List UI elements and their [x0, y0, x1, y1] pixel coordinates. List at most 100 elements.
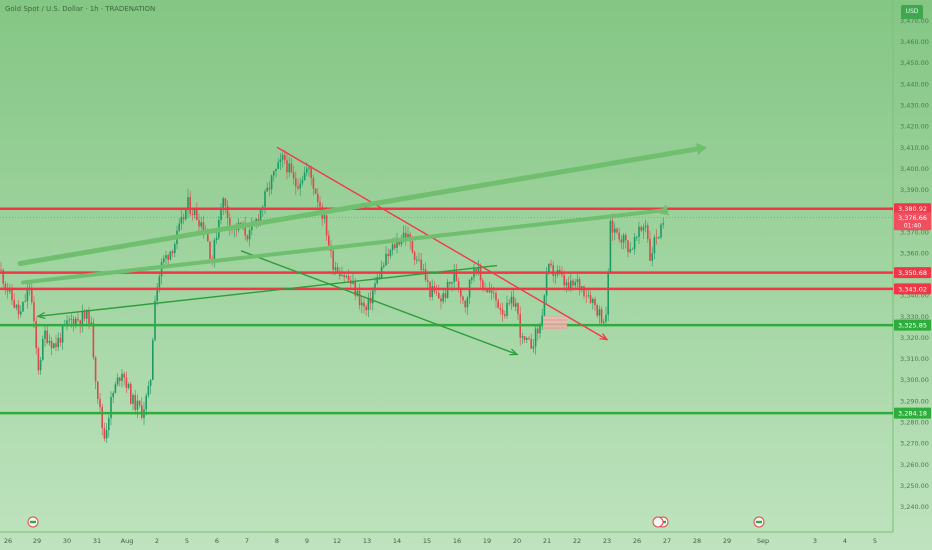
candle-body: [427, 280, 429, 282]
candle-body: [229, 217, 231, 228]
candle-body: [226, 206, 229, 218]
candle-body: [387, 253, 389, 257]
candle-body: [0, 269, 2, 271]
candle-body: [15, 304, 18, 308]
trendline-arrowhead: [599, 333, 609, 341]
candle-body: [55, 343, 57, 348]
price-tick-label: 3,450.00: [900, 59, 929, 67]
current-price-tag: [894, 212, 931, 231]
candle-body: [193, 209, 196, 216]
candle-body: [396, 240, 398, 248]
event-markers-layer: [27, 516, 765, 528]
candle-body: [647, 225, 649, 239]
trendline-arrowhead: [36, 312, 46, 320]
descending-channel-lower-line[interactable]: [240, 250, 518, 356]
candle-body: [141, 405, 143, 418]
candle-body: [158, 276, 161, 288]
candle-body: [147, 386, 150, 396]
candle-body: [497, 300, 499, 308]
candle-body: [589, 295, 592, 303]
candle-body: [431, 286, 433, 297]
projection-arrow-shaft[interactable]: [17, 146, 700, 266]
price-tick-label: 3,280.00: [900, 419, 929, 427]
candle-body: [347, 276, 350, 281]
candle-body: [136, 400, 139, 410]
candle-body: [508, 302, 510, 304]
candle-body: [605, 314, 607, 322]
candle-body: [121, 373, 123, 381]
flag-icon[interactable]: [652, 516, 664, 528]
candle-body: [110, 397, 112, 419]
candle-body: [512, 296, 515, 307]
candle-body: [332, 250, 334, 270]
candle-body: [266, 187, 268, 192]
candle-body: [530, 339, 532, 349]
candle-body: [299, 183, 301, 189]
time-tick-label: 31: [93, 537, 101, 545]
candle-body: [541, 315, 543, 326]
candle-body: [66, 320, 68, 326]
candle-body: [273, 171, 275, 176]
candle-body: [328, 235, 330, 246]
candle-body: [31, 287, 33, 303]
candle-body: [543, 295, 546, 316]
candle-body: [303, 172, 306, 181]
candle-body: [24, 301, 26, 303]
candle-body: [367, 297, 370, 311]
candle-body: [374, 283, 376, 291]
candle-body: [352, 281, 354, 284]
price-tick-label: 3,390.00: [900, 186, 929, 194]
candle-body: [495, 293, 497, 301]
candle-body: [552, 265, 554, 276]
price-tick-label: 3,270.00: [900, 440, 929, 448]
candle-body: [479, 267, 482, 281]
candle-body: [145, 395, 147, 410]
candle-body: [50, 340, 53, 349]
currency-badge[interactable]: USD: [901, 5, 923, 19]
candle-body: [462, 296, 464, 301]
candle-body: [26, 288, 29, 302]
candle-body: [574, 282, 576, 286]
candle-body: [284, 154, 286, 161]
candle-body: [361, 302, 363, 306]
candle-body: [658, 237, 660, 239]
candle-body: [592, 298, 594, 303]
candle-body: [11, 287, 13, 301]
candle-body: [286, 160, 288, 173]
candle-body: [510, 296, 513, 304]
candle-body: [125, 377, 128, 388]
time-axis: 26 29 30 31 Aug 2 5 6 7 8 9 12 13 14 15 16 19 20 21 22 23 26 2…: [4, 537, 877, 545]
descending-channel-upper-line[interactable]: [276, 146, 608, 341]
candle-body: [130, 383, 132, 404]
bar-countdown-label: 01:40: [904, 223, 921, 230]
projection-arrow-shaft[interactable]: [21, 208, 666, 285]
candle-body: [587, 295, 590, 297]
levels-layer: [0, 207, 893, 415]
candle-body: [37, 348, 40, 371]
price-tick-label: 3,290.00: [900, 397, 929, 405]
candle-body: [103, 428, 106, 439]
candle-body: [275, 168, 277, 172]
price-tick-label: 3,250.00: [900, 482, 929, 490]
candle-body: [94, 357, 97, 382]
candle-body: [457, 281, 460, 288]
candle-body: [77, 318, 79, 321]
candle-body: [90, 322, 92, 324]
candle-body: [444, 293, 447, 298]
candle-body: [13, 300, 15, 308]
candle-body: [625, 235, 627, 241]
time-tick-label: 9: [305, 537, 309, 545]
flag-icon-stripe: [756, 520, 762, 524]
candle-body: [317, 193, 319, 202]
trendline-arrowhead: [509, 348, 519, 356]
candle-body: [187, 197, 189, 210]
price-tick-label: 3,410.00: [900, 144, 929, 152]
candle-body: [528, 338, 530, 340]
candle-body: [169, 251, 172, 260]
candle-body: [59, 337, 62, 343]
wedge-line-line[interactable]: [37, 264, 498, 318]
candle-body: [471, 277, 473, 280]
candle-body: [306, 168, 308, 173]
candle-body: [292, 172, 295, 179]
